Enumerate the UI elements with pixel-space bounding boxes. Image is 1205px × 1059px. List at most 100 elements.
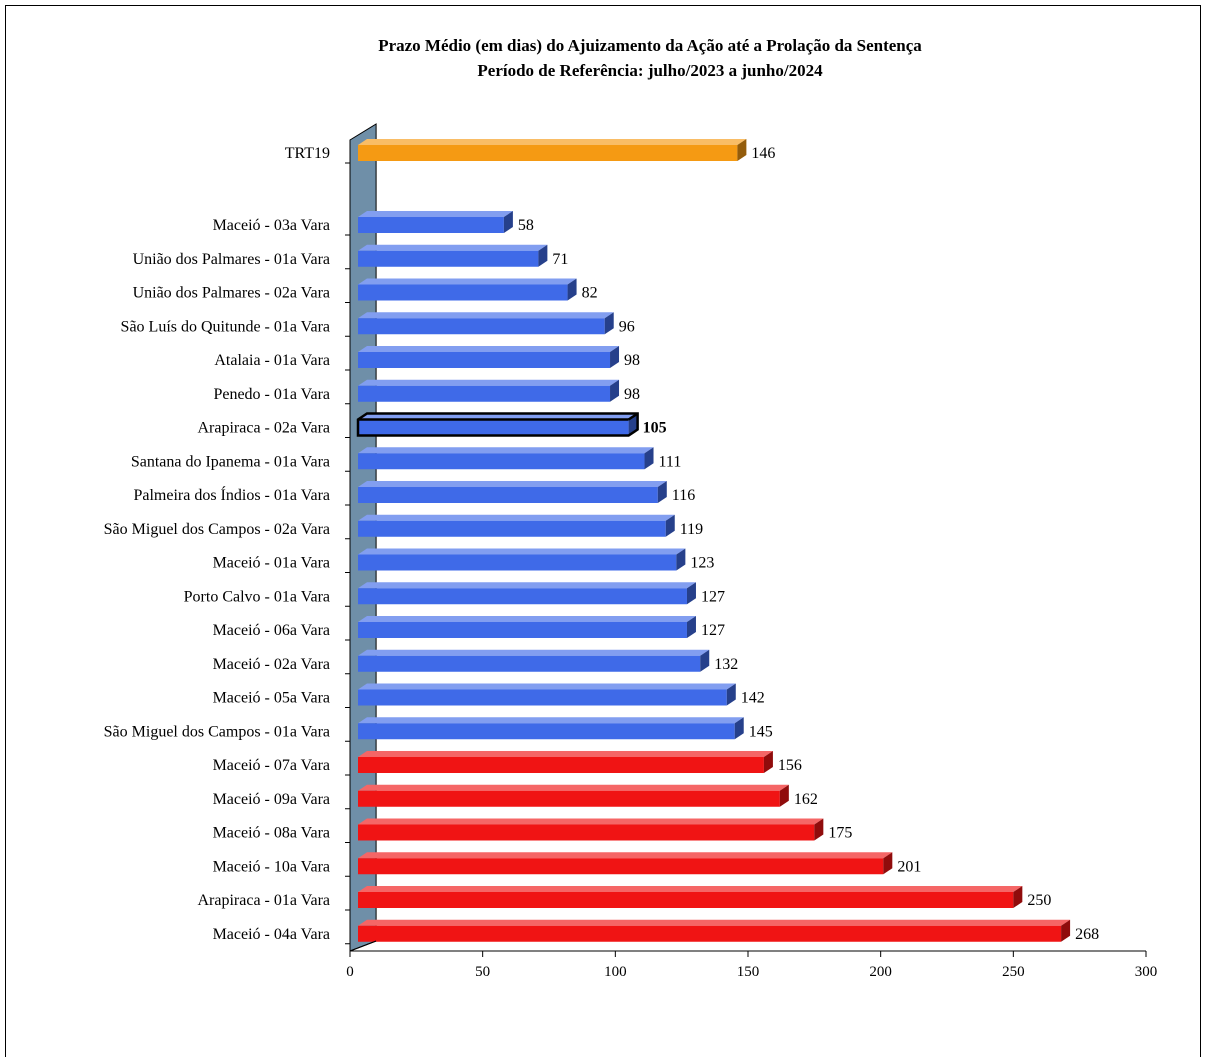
category-label: Atalaia - 01a Vara — [214, 352, 330, 369]
bar-highlight-edge — [627, 412, 639, 421]
bar — [358, 278, 577, 301]
category-label: Maceió - 07a Vara — [213, 757, 330, 774]
bar-front-face — [358, 145, 738, 161]
bar-front-face — [358, 588, 687, 605]
bar-front-face — [358, 892, 1014, 908]
bar-top-face — [358, 582, 696, 589]
value-label: 71 — [552, 251, 568, 268]
value-label: 127 — [701, 622, 725, 639]
bar-top-face — [358, 139, 747, 145]
value-label: 123 — [690, 555, 714, 572]
bar-top-face — [358, 919, 1071, 926]
bar-end-face — [726, 683, 736, 706]
chart-frame — [5, 5, 1201, 1057]
bar-top-face — [358, 751, 773, 757]
category-label: São Miguel dos Campos - 02a Vara — [104, 521, 330, 538]
value-label: 98 — [624, 352, 640, 369]
value-label: 175 — [828, 825, 852, 842]
bar — [358, 649, 710, 672]
bar-top-face — [358, 717, 744, 724]
bar-front-face — [358, 622, 687, 638]
category-label: Arapiraca - 01a Vara — [197, 892, 330, 909]
bar-end-face — [604, 312, 614, 335]
category-label: Arapiraca - 02a Vara — [197, 420, 330, 437]
bar — [358, 818, 824, 841]
bar-front-face — [358, 790, 780, 807]
bar-front-face — [358, 723, 735, 740]
value-label: 96 — [619, 318, 635, 335]
bar-front-face — [358, 824, 815, 841]
bar-front-face — [358, 352, 611, 368]
x-tick-label: 200 — [869, 964, 892, 980]
bar-top-face — [358, 616, 696, 622]
bar-front-face — [358, 453, 645, 470]
value-label: 201 — [897, 858, 921, 875]
value-label: 116 — [672, 487, 695, 504]
category-labels: TRT19 Maceió - 03a Vara União dos Palmares… — [104, 145, 350, 945]
bar — [358, 717, 744, 740]
bar-front-face — [358, 655, 701, 672]
bar-end-face — [567, 278, 577, 301]
x-tick-label: 50 — [475, 964, 490, 980]
value-labels: 1465871829698981051111161191231271271321… — [518, 145, 1099, 943]
bar-front-face — [358, 925, 1062, 942]
value-label: 146 — [751, 145, 775, 162]
bar-front-face — [358, 318, 605, 335]
bar-end-face — [734, 717, 744, 740]
bar — [358, 683, 736, 706]
bar — [358, 919, 1071, 942]
value-label: 142 — [741, 690, 765, 707]
bar-end-face — [610, 346, 620, 368]
bar-front-face — [358, 419, 629, 436]
x-tick-label: 100 — [604, 964, 627, 980]
category-label: Maceió - 08a Vara — [213, 825, 330, 842]
bar — [358, 616, 696, 638]
category-label: Maceió - 04a Vara — [213, 926, 330, 943]
bar-front-face — [358, 217, 504, 233]
bar-top-face — [358, 683, 736, 690]
category-label: Maceió - 06a Vara — [213, 622, 330, 639]
bar-top-face — [358, 886, 1023, 892]
category-label: Maceió - 02a Vara — [213, 656, 330, 673]
bar-front-face — [358, 554, 677, 571]
x-axis-floor-edge — [349, 940, 377, 952]
bar — [358, 852, 893, 875]
category-label: Maceió - 10a Vara — [213, 858, 330, 875]
bar-top-face — [358, 481, 667, 487]
x-axis: 0 50 100 150 200 250 300 — [346, 940, 1157, 980]
bar — [358, 447, 654, 470]
bar-top-face — [358, 211, 513, 217]
bar-top-face — [358, 852, 893, 859]
bar-end-face — [763, 751, 773, 773]
category-label: Maceió - 05a Vara — [213, 690, 330, 707]
bar — [358, 886, 1023, 908]
category-label: Maceió - 03a Vara — [213, 217, 330, 234]
bar-front-face — [358, 284, 568, 301]
bar-end-face — [644, 447, 654, 470]
bar-top-face — [358, 244, 548, 251]
bar-front-face — [358, 689, 727, 706]
bar-end-face — [779, 784, 789, 807]
value-label: 268 — [1075, 926, 1099, 943]
category-label: Santana do Ipanema - 01a Vara — [131, 453, 330, 470]
bar-top-face — [358, 278, 577, 285]
value-label: 145 — [749, 723, 773, 740]
category-label: Maceió - 09a Vara — [213, 791, 330, 808]
bar-top-face — [358, 447, 654, 454]
value-label: 156 — [778, 757, 802, 774]
x-tick-label: 150 — [737, 964, 760, 980]
chart-title: Prazo Médio (em dias) do Ajuizamento da … — [378, 36, 922, 55]
bar — [358, 751, 773, 773]
bar-end-face — [657, 481, 667, 503]
bar-top-face — [358, 379, 620, 386]
bar-highlight-outline — [356, 412, 639, 437]
bar-front-face — [358, 858, 884, 875]
bar — [358, 139, 747, 161]
bar-top-face — [358, 649, 710, 656]
category-label: Porto Calvo - 01a Vara — [184, 588, 330, 605]
bar-top-face — [358, 548, 686, 555]
bar-top-face — [358, 413, 638, 420]
value-label: 82 — [582, 285, 598, 302]
bar-end-face — [814, 818, 824, 841]
value-label: 127 — [701, 588, 725, 605]
